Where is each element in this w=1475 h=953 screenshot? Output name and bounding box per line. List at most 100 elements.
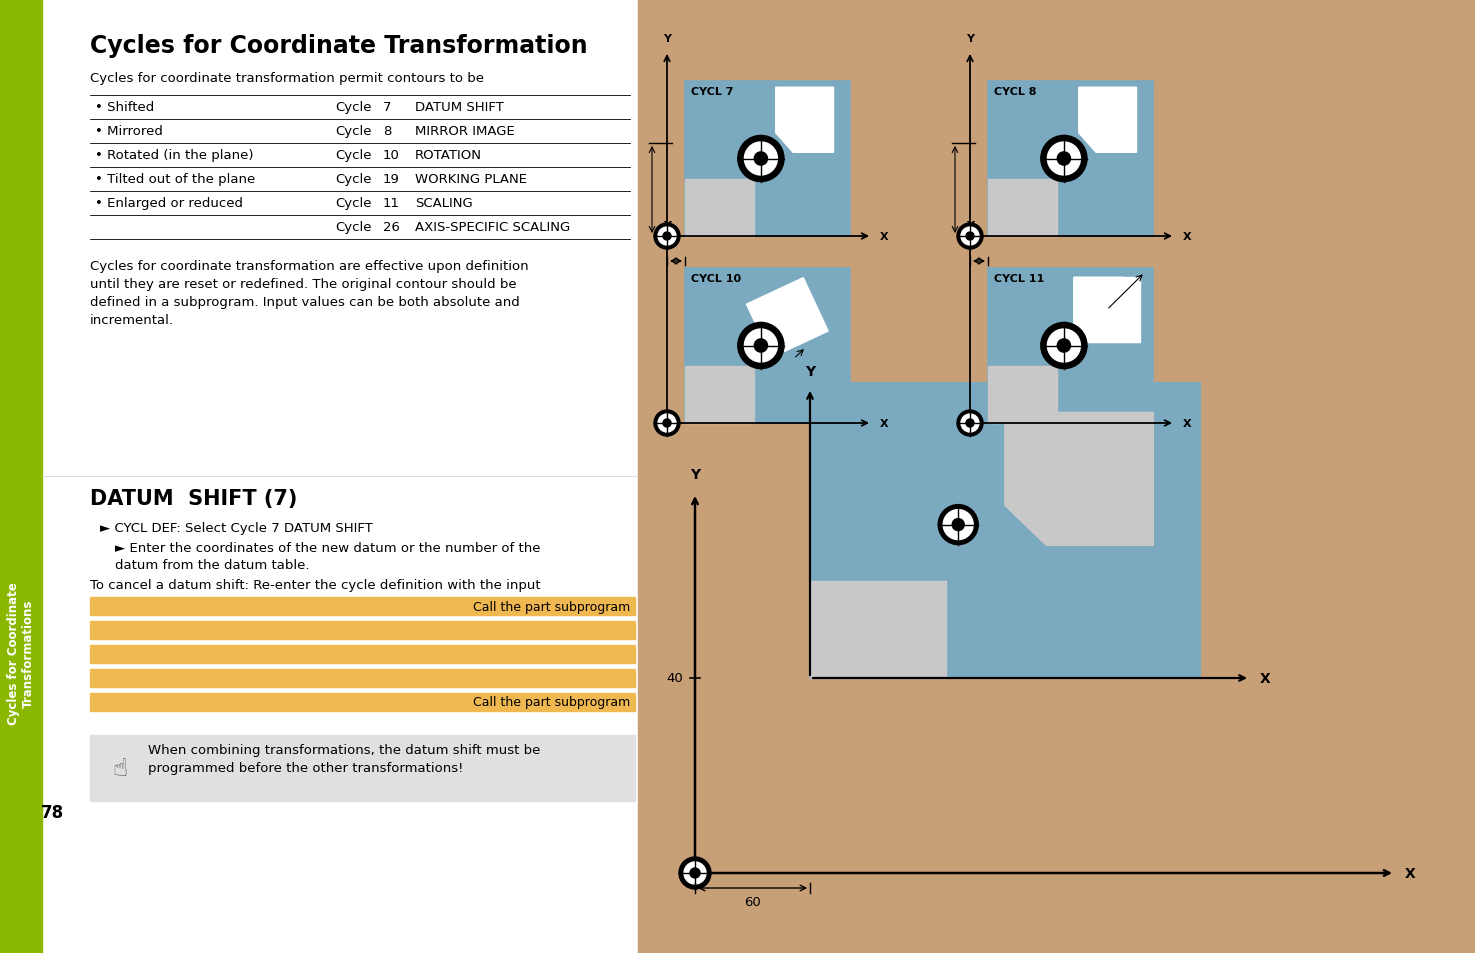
Bar: [639, 0, 1475, 476]
Text: Y: Y: [966, 34, 974, 44]
Circle shape: [678, 857, 711, 889]
Bar: [684, 179, 754, 236]
Text: Cycle: Cycle: [335, 125, 372, 138]
Circle shape: [962, 228, 979, 246]
Circle shape: [966, 419, 974, 428]
Polygon shape: [1078, 88, 1137, 153]
Bar: [1074, 278, 1140, 343]
Text: WORKING PLANE: WORKING PLANE: [414, 172, 527, 186]
Circle shape: [1041, 136, 1087, 182]
Text: ☝: ☝: [112, 757, 128, 781]
Text: 19: 19: [384, 172, 400, 186]
Circle shape: [1047, 330, 1080, 363]
Text: Cycle: Cycle: [335, 196, 372, 210]
Circle shape: [738, 136, 785, 182]
Circle shape: [957, 411, 982, 436]
Text: CYCL 7: CYCL 7: [690, 87, 733, 97]
Bar: [810, 384, 1201, 679]
Bar: [90, 669, 636, 687]
Text: X: X: [1260, 671, 1271, 685]
Text: Cycles for coordinate transformation are effective upon definition
until they ar: Cycles for coordinate transformation are…: [90, 260, 528, 327]
Circle shape: [754, 339, 767, 353]
Text: ► CYCL DEF: Select Cycle 7 DATUM SHIFT: ► CYCL DEF: Select Cycle 7 DATUM SHIFT: [100, 521, 373, 535]
Text: 11: 11: [384, 196, 400, 210]
Circle shape: [966, 233, 974, 241]
Text: X: X: [1183, 232, 1192, 242]
Text: To cancel a datum shift: Re-enter the cycle definition with the input
value 0.: To cancel a datum shift: Re-enter the cy…: [90, 578, 541, 609]
Text: 10: 10: [384, 149, 400, 162]
Text: Y: Y: [662, 34, 671, 44]
Polygon shape: [1074, 278, 1140, 343]
Bar: [684, 82, 850, 236]
Circle shape: [1058, 339, 1071, 353]
Bar: [810, 581, 947, 679]
Text: 8: 8: [384, 125, 391, 138]
Circle shape: [938, 505, 978, 545]
Circle shape: [653, 411, 680, 436]
Circle shape: [653, 224, 680, 250]
Text: Cycles for Coordinate
Transformations: Cycles for Coordinate Transformations: [7, 582, 35, 724]
Text: • Shifted: • Shifted: [94, 101, 155, 113]
Bar: [684, 366, 754, 423]
Text: MIRROR IMAGE: MIRROR IMAGE: [414, 125, 515, 138]
Text: X: X: [1406, 866, 1416, 880]
Text: Cycle: Cycle: [335, 221, 372, 233]
Circle shape: [953, 519, 965, 531]
Text: DATUM  SHIFT (7): DATUM SHIFT (7): [90, 489, 298, 509]
Text: SCALING: SCALING: [414, 196, 473, 210]
Text: Cycle: Cycle: [335, 149, 372, 162]
Text: Call the part subprogram: Call the part subprogram: [473, 696, 630, 709]
Circle shape: [738, 323, 785, 369]
Text: • Rotated (in the plane): • Rotated (in the plane): [94, 149, 254, 162]
Bar: [988, 269, 1153, 423]
Text: DATUM SHIFT: DATUM SHIFT: [414, 101, 504, 113]
Text: • Tilted out of the plane: • Tilted out of the plane: [94, 172, 255, 186]
Circle shape: [754, 152, 767, 166]
Circle shape: [1047, 143, 1080, 175]
Text: 26: 26: [384, 221, 400, 233]
Polygon shape: [1004, 413, 1153, 546]
Text: Call the part subprogram: Call the part subprogram: [473, 599, 630, 613]
Bar: [90, 621, 636, 639]
Text: Cycles for Coordinate Transformation: Cycles for Coordinate Transformation: [90, 34, 587, 58]
Circle shape: [662, 419, 671, 428]
Text: Y: Y: [805, 365, 816, 378]
Circle shape: [684, 862, 707, 884]
Circle shape: [658, 415, 676, 433]
Text: Y: Y: [662, 221, 671, 231]
Bar: [988, 366, 1058, 423]
Text: CYCL 8: CYCL 8: [994, 87, 1037, 97]
Polygon shape: [746, 278, 827, 358]
Bar: [988, 82, 1153, 236]
Text: Y: Y: [966, 221, 974, 231]
Text: AXIS-SPECIFIC SCALING: AXIS-SPECIFIC SCALING: [414, 221, 571, 233]
Text: ROTATION: ROTATION: [414, 149, 482, 162]
Circle shape: [1041, 323, 1087, 369]
Text: • Enlarged or reduced: • Enlarged or reduced: [94, 196, 243, 210]
Text: CYCL 10: CYCL 10: [690, 274, 740, 284]
Text: Cycle: Cycle: [335, 172, 372, 186]
Text: Cycle: Cycle: [335, 101, 372, 113]
Bar: [90, 598, 636, 616]
Bar: [90, 645, 636, 663]
Text: • Mirrored: • Mirrored: [94, 125, 162, 138]
Text: CYCL 11: CYCL 11: [994, 274, 1044, 284]
Circle shape: [957, 224, 982, 250]
Circle shape: [1058, 152, 1071, 166]
Bar: [988, 179, 1058, 236]
Circle shape: [943, 510, 974, 540]
Circle shape: [658, 228, 676, 246]
Circle shape: [962, 415, 979, 433]
Text: 7: 7: [384, 101, 391, 113]
Circle shape: [745, 143, 777, 175]
Text: X: X: [881, 232, 888, 242]
Text: 60: 60: [743, 895, 761, 908]
Bar: [639, 476, 1475, 953]
Text: X: X: [881, 418, 888, 429]
Text: 78: 78: [40, 803, 63, 821]
Text: X: X: [1183, 418, 1192, 429]
Bar: [684, 269, 850, 423]
Text: When combining transformations, the datum shift must be
programmed before the ot: When combining transformations, the datu…: [148, 743, 540, 774]
Text: 40: 40: [667, 672, 683, 685]
Circle shape: [745, 330, 777, 363]
